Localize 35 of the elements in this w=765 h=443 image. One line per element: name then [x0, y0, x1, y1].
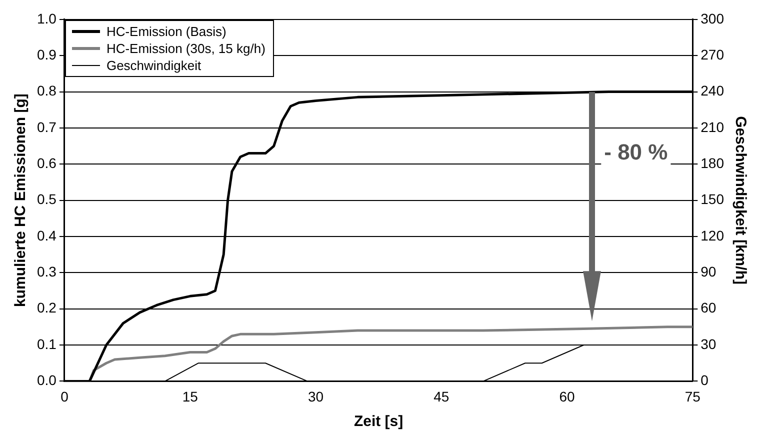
y-tick-label: 0.7 — [36, 118, 57, 135]
y-tick-label: 1.0 — [36, 10, 57, 26]
y-tick-label: 0.1 — [36, 336, 57, 352]
y-tick-label: 0.3 — [36, 264, 57, 280]
y2-axis-title: Geschwindigkeit [km/h] — [732, 116, 749, 284]
y2-tick-label: 120 — [700, 227, 724, 244]
x-tick-label: 0 — [60, 388, 69, 404]
legend-label: HC-Emission (Basis) — [106, 24, 226, 40]
y-tick-label: 0.0 — [36, 372, 57, 388]
x-tick-label: 30 — [308, 388, 324, 404]
x-tick-label: 60 — [559, 388, 576, 404]
annotation: - 80 % — [604, 139, 668, 164]
y2-tick-label: 180 — [700, 154, 724, 171]
y-tick-label: 0.9 — [36, 46, 57, 62]
y2-tick-label: 90 — [700, 264, 716, 280]
x-tick-label: 45 — [434, 388, 450, 404]
y-tick-label: 0.6 — [36, 154, 57, 171]
y2-tick-label: 0 — [700, 372, 709, 388]
y2-tick-label: 60 — [700, 300, 716, 316]
y2-tick-label: 30 — [700, 336, 716, 352]
x-tick-label: 75 — [684, 388, 701, 404]
y2-tick-label: 150 — [700, 191, 724, 208]
y-axis-title: kumulierte HC Emissionen [g] — [12, 94, 30, 307]
legend-label: Geschwindigkeit — [106, 58, 202, 74]
y2-tick-label: 210 — [700, 118, 724, 135]
y-tick-label: 0.4 — [36, 227, 57, 244]
y2-tick-label: 270 — [700, 46, 724, 62]
y-tick-label: 0.5 — [36, 191, 57, 208]
x-tick-label: 15 — [182, 388, 198, 404]
y2-tick-label: 300 — [700, 10, 724, 26]
x-axis-title: Zeit [s] — [354, 413, 404, 430]
y-tick-label: 0.2 — [36, 300, 57, 316]
y2-tick-label: 240 — [700, 82, 724, 99]
y-tick-label: 0.8 — [36, 82, 57, 99]
legend-label: HC-Emission (30s, 15 kg/h) — [106, 41, 266, 56]
